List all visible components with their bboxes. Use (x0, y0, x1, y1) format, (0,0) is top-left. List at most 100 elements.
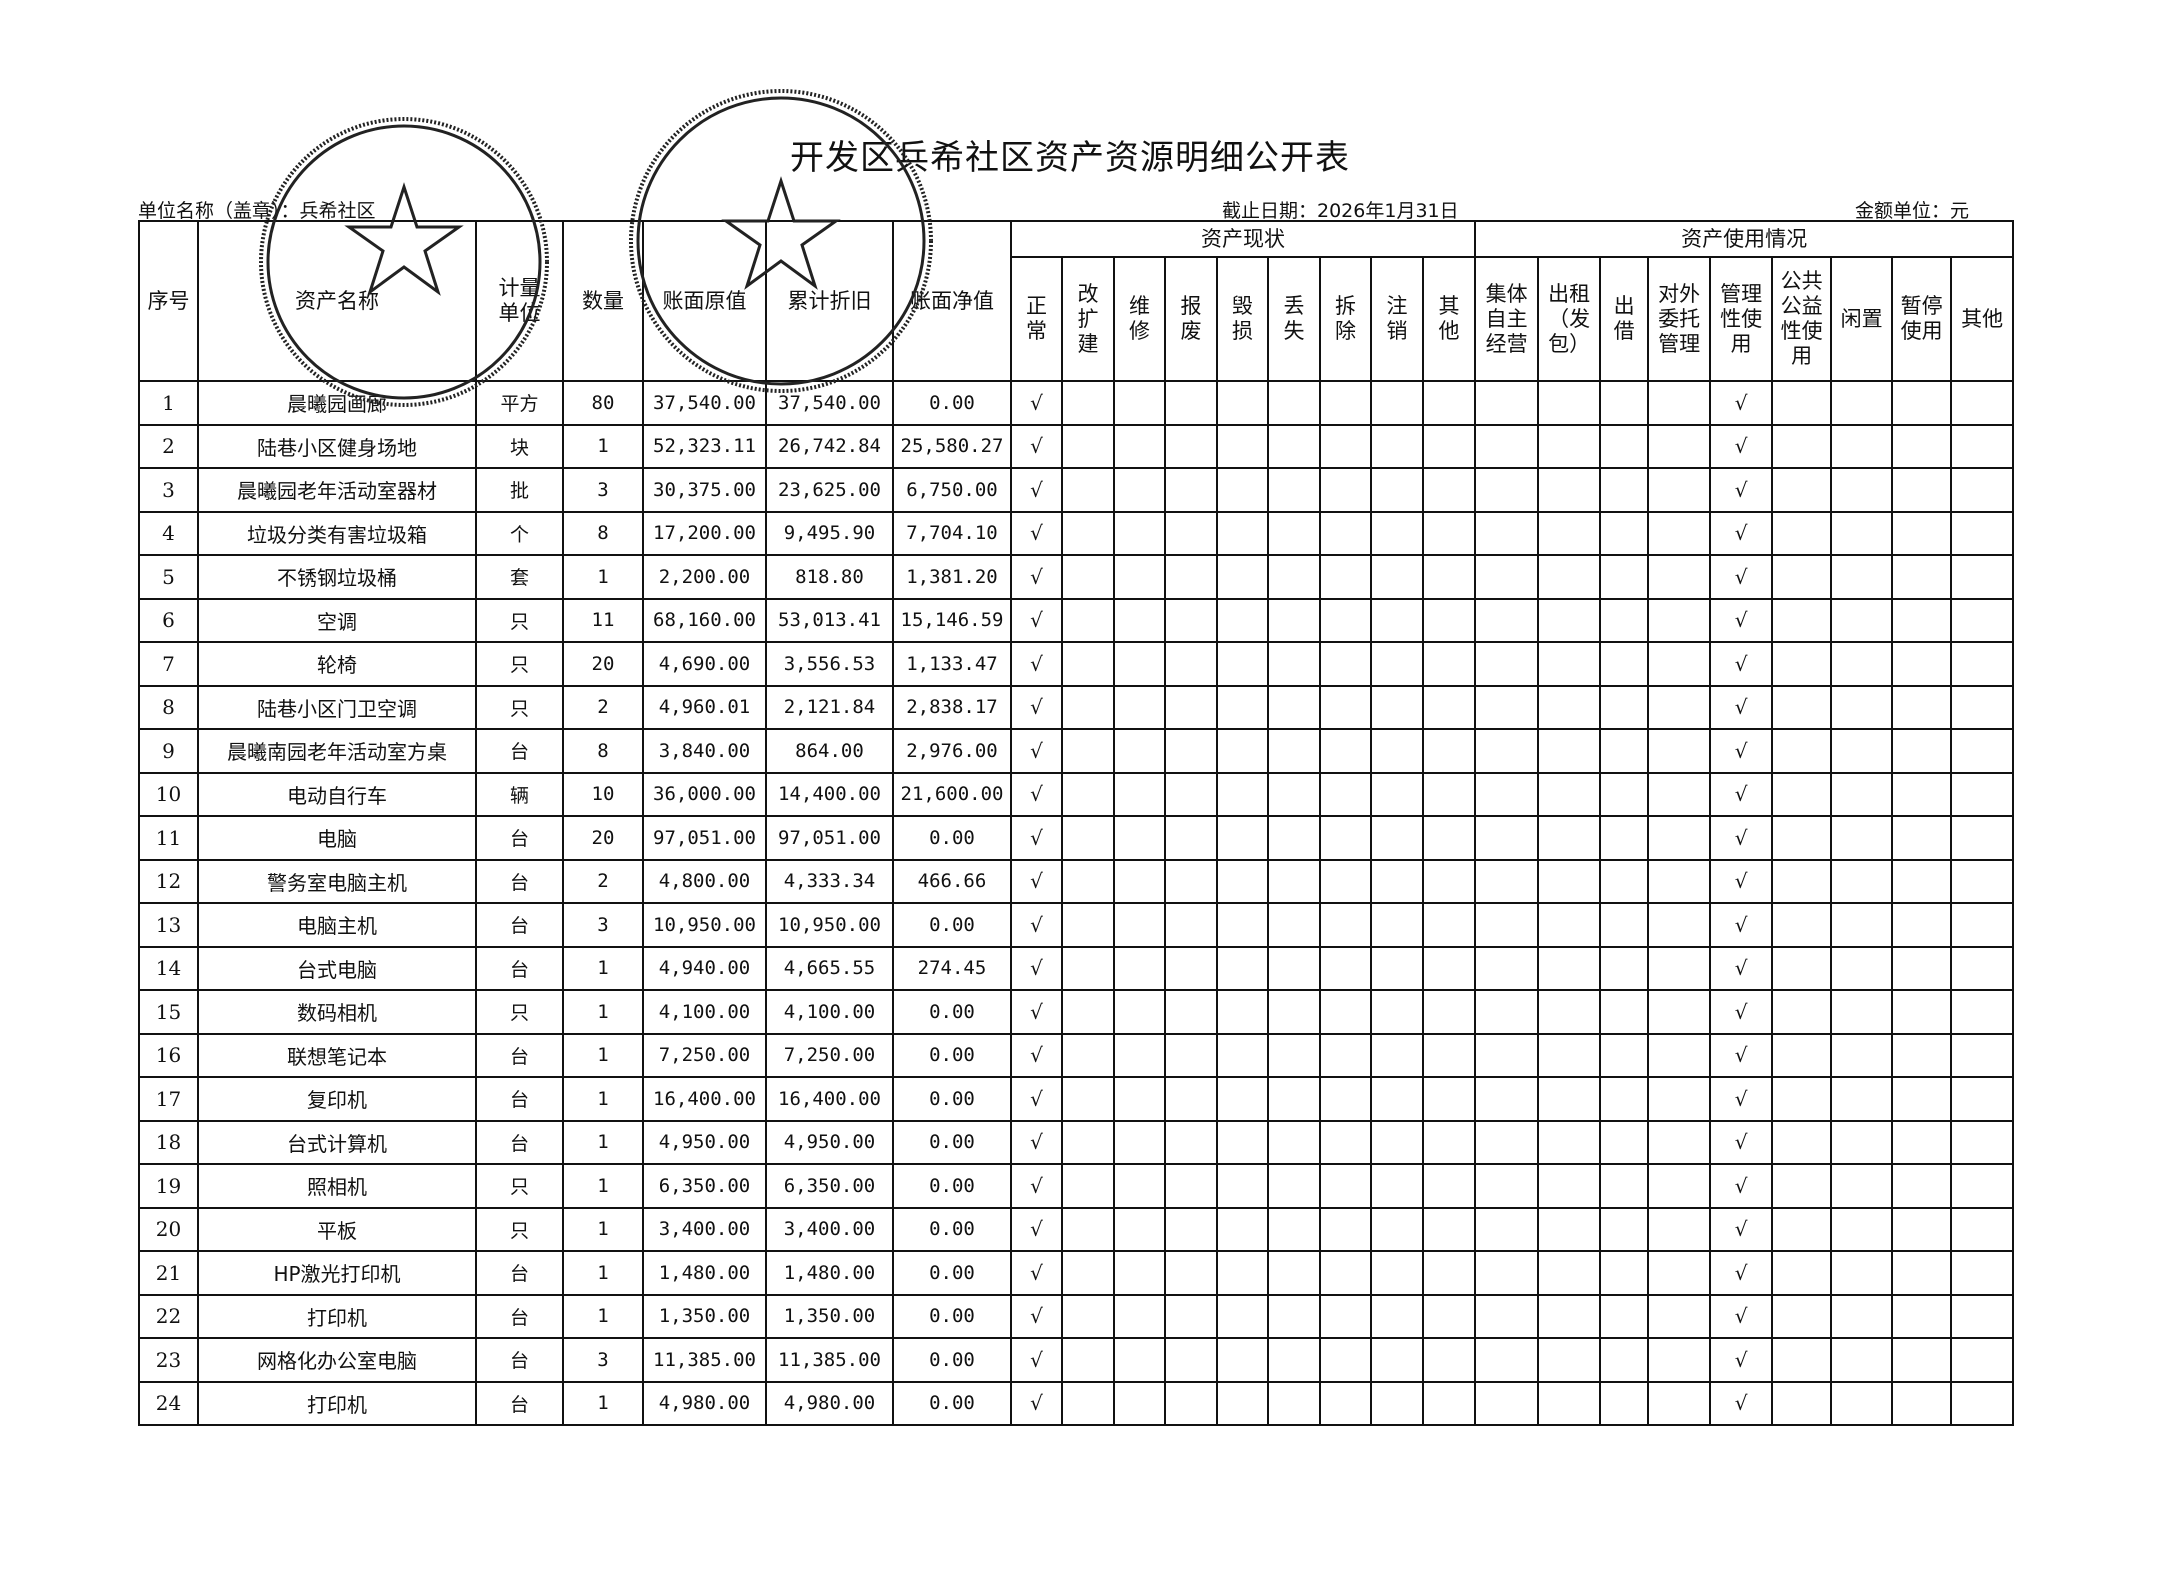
status-cell (1319, 684, 1372, 730)
status-cell (1267, 1250, 1321, 1296)
header-usage-group: 资产使用情况 (1474, 220, 2015, 258)
asset-name: HP激光打印机 (197, 1250, 477, 1296)
status-cell (1267, 423, 1321, 469)
measure-unit: 块 (475, 423, 564, 469)
usage-cell (1891, 684, 1953, 730)
status-cell (1216, 554, 1269, 600)
book-original: 3,840.00 (642, 728, 767, 774)
status-cell: √ (1010, 1380, 1063, 1426)
header-asset-name: 资产名称 (197, 220, 477, 382)
table-row: 24 打印机台 1 4,980.00 4,980.00 0.00 √ √ (138, 1380, 2015, 1426)
status-cell (1113, 1337, 1166, 1383)
status-cell (1164, 597, 1218, 643)
status-cell (1421, 1076, 1477, 1122)
status-cell (1267, 1206, 1321, 1252)
status-cell (1061, 1119, 1115, 1165)
header-status-col: 改扩建 (1061, 256, 1115, 382)
usage-cell: √ (1709, 1293, 1774, 1339)
status-cell (1421, 1206, 1477, 1252)
usage-cell (1537, 641, 1602, 687)
usage-cell (1647, 684, 1712, 730)
usage-cell (1830, 1032, 1894, 1078)
usage-cell (1830, 554, 1894, 600)
status-cell: √ (1010, 1163, 1063, 1209)
status-cell (1216, 1076, 1269, 1122)
status-cell (1267, 1293, 1321, 1339)
status-cell (1267, 684, 1321, 730)
quantity: 1 (562, 1119, 644, 1165)
status-cell (1164, 641, 1218, 687)
status-cell: √ (1010, 858, 1063, 904)
status-cell (1319, 1293, 1372, 1339)
usage-cell (1771, 1163, 1833, 1209)
header-usage-col: 出借 (1599, 256, 1650, 382)
status-cell (1164, 728, 1218, 774)
measure-unit: 台 (475, 1032, 564, 1078)
usage-cell: √ (1709, 684, 1774, 730)
usage-cell (1891, 1380, 1953, 1426)
status-cell (1421, 728, 1477, 774)
usage-cell (1537, 728, 1602, 774)
book-net: 0.00 (892, 1337, 1012, 1383)
book-net: 1,133.47 (892, 641, 1012, 687)
usage-cell (1474, 684, 1540, 730)
status-cell (1370, 510, 1424, 556)
usage-cell (1891, 902, 1953, 948)
row-seq: 19 (138, 1163, 199, 1209)
usage-cell (1647, 858, 1712, 904)
status-cell (1267, 380, 1321, 426)
usage-cell (1830, 1206, 1894, 1252)
asset-name: 晨曦园老年活动室器材 (197, 467, 477, 513)
table-row: 12 警务室电脑主机台 2 4,800.00 4,333.34 466.66 √ √ (138, 858, 2015, 904)
status-cell (1164, 1250, 1218, 1296)
usage-cell (1950, 467, 2015, 513)
book-original: 7,250.00 (642, 1032, 767, 1078)
usage-cell (1647, 1076, 1712, 1122)
measure-unit: 台 (475, 945, 564, 991)
book-net: 1,381.20 (892, 554, 1012, 600)
status-cell (1216, 1119, 1269, 1165)
asset-name: 电动自行车 (197, 771, 477, 817)
table-row: 11 电脑台 20 97,051.00 97,051.00 0.00 √ √ (138, 815, 2015, 861)
status-cell (1113, 684, 1166, 730)
book-net: 274.45 (892, 945, 1012, 991)
usage-cell (1474, 1032, 1540, 1078)
status-cell (1319, 641, 1372, 687)
accum-depr: 818.80 (765, 554, 894, 600)
usage-cell (1771, 510, 1833, 556)
usage-cell (1891, 554, 1953, 600)
row-seq: 15 (138, 989, 199, 1035)
usage-cell (1474, 467, 1540, 513)
currency-unit: 金额单位：元 (1855, 200, 1970, 222)
accum-depr: 4,100.00 (765, 989, 894, 1035)
usage-cell (1599, 423, 1650, 469)
quantity: 80 (562, 380, 644, 426)
usage-cell (1771, 728, 1833, 774)
usage-cell (1537, 1163, 1602, 1209)
measure-unit: 辆 (475, 771, 564, 817)
usage-cell (1950, 510, 2015, 556)
status-cell: √ (1010, 380, 1063, 426)
usage-cell (1537, 902, 1602, 948)
status-cell (1370, 945, 1424, 991)
usage-cell (1537, 1076, 1602, 1122)
status-cell (1216, 945, 1269, 991)
header-usage-col: 暂停使用 (1891, 256, 1953, 382)
accum-depr: 864.00 (765, 728, 894, 774)
status-cell (1267, 989, 1321, 1035)
status-cell (1421, 380, 1477, 426)
cutoff-date: 截止日期：2026年1月31日 (1222, 200, 1459, 222)
status-cell (1267, 597, 1321, 643)
status-cell (1319, 945, 1372, 991)
table-row: 17 复印机台 1 16,400.00 16,400.00 0.00 √ √ (138, 1076, 2015, 1122)
status-cell (1113, 945, 1166, 991)
status-cell (1061, 380, 1115, 426)
status-cell (1319, 1250, 1372, 1296)
usage-cell (1891, 1076, 1953, 1122)
usage-cell (1950, 902, 2015, 948)
status-cell (1113, 989, 1166, 1035)
usage-cell (1647, 771, 1712, 817)
usage-cell (1950, 1163, 2015, 1209)
status-cell (1319, 510, 1372, 556)
book-original: 4,960.01 (642, 684, 767, 730)
